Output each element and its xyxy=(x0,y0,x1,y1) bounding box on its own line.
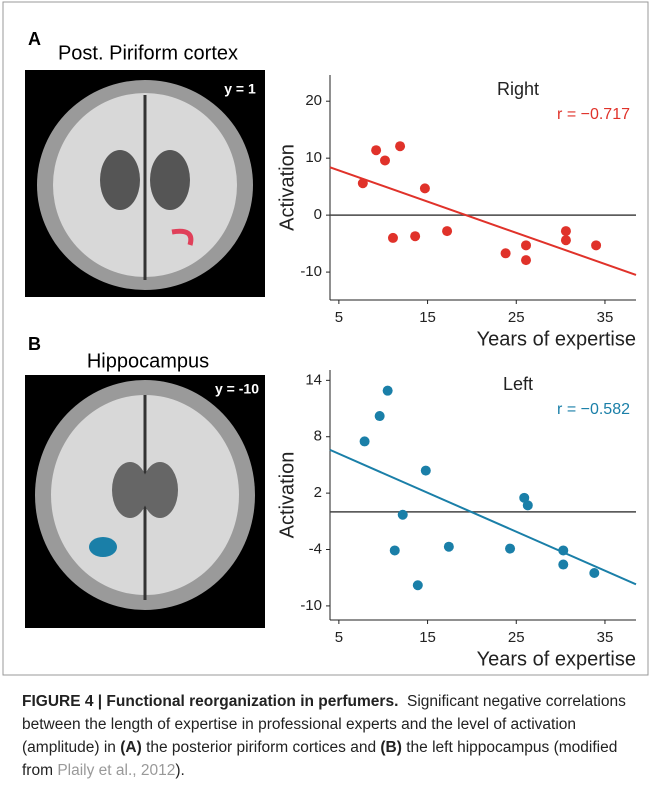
x-axis-label: Years of expertise xyxy=(477,328,636,350)
data-point xyxy=(558,545,568,555)
data-point xyxy=(505,544,515,554)
caption-panel-ref: (A) xyxy=(120,739,142,756)
x-tick-label: 5 xyxy=(335,309,343,326)
data-point xyxy=(410,231,420,241)
x-tick-label: 35 xyxy=(597,309,614,326)
slice-label: y = -10 xyxy=(215,381,259,397)
y-tick-label: 14 xyxy=(305,371,322,388)
data-point xyxy=(360,436,370,446)
data-point xyxy=(501,248,511,258)
y-tick-label: 0 xyxy=(314,206,322,223)
y-tick-label: -4 xyxy=(309,540,322,557)
slice-label: y = 1 xyxy=(224,81,256,97)
x-tick-label: 35 xyxy=(597,629,614,646)
chart-title: Left xyxy=(503,374,533,394)
y-tick-label: 10 xyxy=(305,149,322,166)
data-point xyxy=(521,240,531,250)
fit-line xyxy=(330,450,636,584)
data-point xyxy=(388,233,398,243)
caption-panel-ref: (B) xyxy=(380,739,402,756)
y-tick-label: -10 xyxy=(300,597,322,614)
region-title: Post. Piriform cortex xyxy=(58,42,238,64)
reference-link[interactable]: Plaily et al., 2012 xyxy=(57,762,175,779)
correlation-label: r = −0.582 xyxy=(557,401,630,418)
y-axis-label: Activation xyxy=(276,452,298,539)
caption-text: ). xyxy=(175,762,184,779)
data-point xyxy=(358,178,368,188)
data-point xyxy=(421,466,431,476)
figure: A Post. Piriform cortex y = 1 B Hippocam… xyxy=(0,0,653,680)
data-point xyxy=(523,500,533,510)
data-point xyxy=(383,386,393,396)
data-point xyxy=(390,545,400,555)
y-tick-label: 20 xyxy=(305,92,322,109)
data-point xyxy=(371,145,381,155)
data-point xyxy=(521,255,531,265)
data-point xyxy=(375,411,385,421)
data-point xyxy=(413,580,423,590)
page: {"chart_data": [ {"type": "scatter", "ti… xyxy=(0,0,653,802)
data-point xyxy=(398,510,408,520)
x-tick-label: 25 xyxy=(508,309,525,326)
region-title: Hippocampus xyxy=(87,350,209,372)
correlation-label: r = −0.717 xyxy=(557,106,630,123)
y-tick-label: 2 xyxy=(314,484,322,501)
x-axis-label: Years of expertise xyxy=(477,648,636,670)
caption-text: the posterior piriform cortices and xyxy=(146,739,376,756)
panel-label: B xyxy=(28,334,41,354)
data-point xyxy=(561,226,571,236)
data-point xyxy=(380,155,390,165)
data-point xyxy=(558,560,568,570)
chart-title: Right xyxy=(497,79,539,99)
y-axis-label: Activation xyxy=(276,144,298,231)
y-tick-label: 8 xyxy=(314,428,322,445)
data-point xyxy=(442,226,452,236)
brain-image: y = -10 xyxy=(25,375,265,628)
y-tick-label: -10 xyxy=(300,263,322,280)
data-point xyxy=(444,542,454,552)
x-tick-label: 5 xyxy=(335,629,343,646)
x-tick-label: 15 xyxy=(419,309,436,326)
brain-image: y = 1 xyxy=(25,70,265,297)
panel-label: A xyxy=(28,29,41,49)
caption-heading: FIGURE 4 | Functional reorganization in … xyxy=(22,693,398,710)
figure-caption: FIGURE 4 | Functional reorganization in … xyxy=(22,690,637,782)
data-point xyxy=(420,183,430,193)
data-point xyxy=(561,235,571,245)
fit-line xyxy=(330,167,636,275)
data-point xyxy=(591,240,601,250)
data-point xyxy=(589,568,599,578)
x-tick-label: 25 xyxy=(508,629,525,646)
x-tick-label: 15 xyxy=(419,629,436,646)
data-point xyxy=(395,141,405,151)
